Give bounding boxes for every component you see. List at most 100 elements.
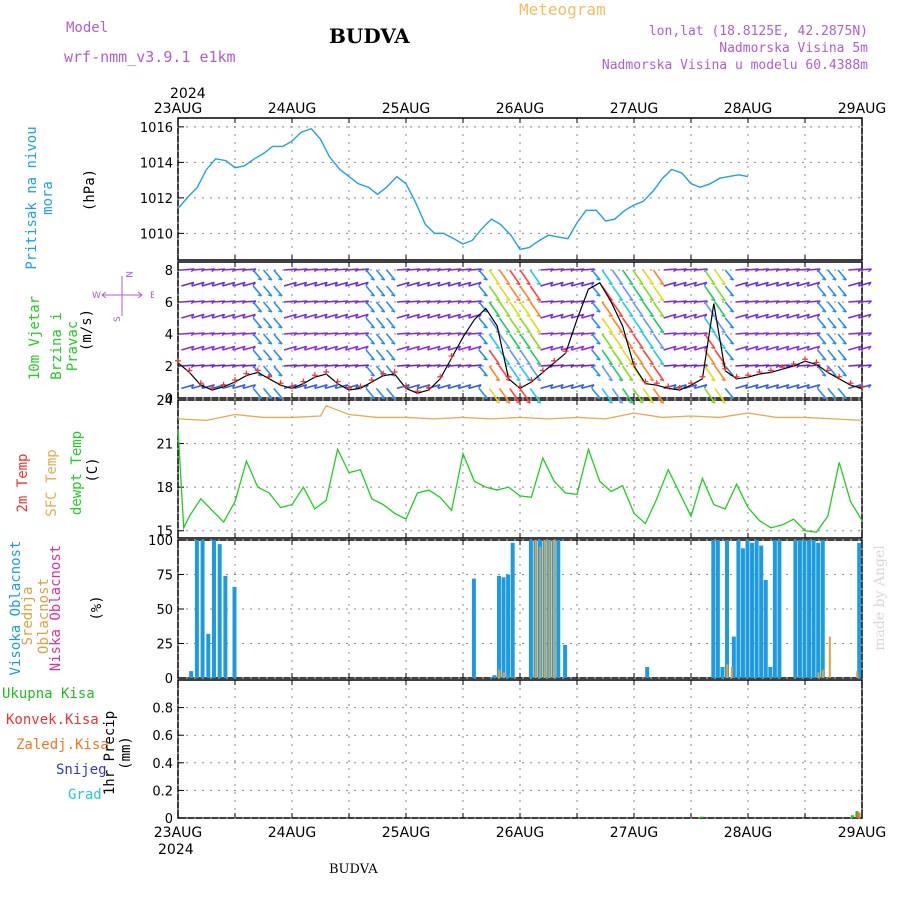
wind-arrowhead: [832, 278, 837, 281]
wind-arrow: [519, 285, 531, 302]
wind-arrowhead: [842, 374, 847, 377]
wind-arrowhead: [649, 314, 654, 318]
wind-arrowhead: [334, 384, 339, 389]
wind-arrow: [755, 345, 769, 351]
wind-arrow: [611, 285, 624, 302]
y-tick-label: 24: [156, 394, 173, 409]
wind-arrowhead: [390, 396, 396, 399]
wind-arrow: [652, 365, 665, 382]
wind-arrowhead: [437, 282, 441, 286]
y-tick-label: 6: [165, 296, 173, 311]
wind-arrow: [807, 281, 820, 287]
wind-arrowhead: [252, 384, 256, 389]
cloud-bar: [763, 580, 768, 678]
cloud-bar: [856, 671, 859, 678]
wind-arrow: [529, 387, 542, 404]
wind-arrow: [776, 384, 790, 390]
y-tick-label: 0.6: [152, 729, 173, 744]
cloud-bar: [802, 540, 807, 678]
wind-arrow: [519, 387, 531, 404]
x-tick-label-top: 27AUG: [610, 101, 659, 117]
wind-arrow: [519, 317, 531, 334]
wind-arrowhead: [536, 282, 541, 286]
wind-arrow: [386, 317, 396, 329]
cloud-bar: [471, 578, 476, 678]
wind-arrow: [529, 349, 542, 366]
wind-arrow: [560, 313, 574, 319]
wind-arrowhead: [693, 282, 698, 286]
wind-arrowhead: [495, 298, 500, 302]
cloud-bar: [772, 540, 777, 678]
wind-arrow: [642, 269, 655, 286]
wind-arrow: [735, 313, 749, 319]
wind-arrow: [694, 332, 708, 335]
wind-arrow: [211, 281, 225, 287]
wind-arrow: [273, 387, 283, 399]
wind-arrowhead: [659, 298, 664, 302]
dewpt-line: [177, 429, 863, 533]
wind-arrow: [211, 345, 225, 351]
wind-arrow: [488, 387, 501, 404]
wind-arrowhead: [211, 346, 215, 350]
wind-arrowhead: [483, 278, 488, 281]
wind-arrow: [571, 281, 585, 287]
wind-arrowhead: [278, 396, 283, 399]
wind-arrowhead: [495, 362, 500, 366]
wind-arrowhead: [355, 346, 359, 350]
wind-arrow: [776, 345, 790, 351]
wind-arrow: [252, 387, 263, 399]
wind-arrow: [262, 317, 273, 329]
wind-arrowhead: [190, 282, 195, 286]
compass-north: N: [123, 271, 133, 278]
wind-arrowhead: [505, 362, 511, 366]
wind-arrowhead: [765, 282, 769, 286]
wind-arrow: [294, 313, 307, 319]
wind-arrow: [652, 301, 665, 318]
wind-arrowhead: [390, 342, 396, 345]
wind-arrowhead: [526, 314, 531, 318]
wind-arrow: [273, 317, 283, 329]
wind-arrow: [724, 269, 735, 281]
wind-arrowhead: [618, 298, 623, 302]
wind-arrowhead: [370, 374, 375, 377]
wind-arrowhead: [628, 378, 634, 382]
wind-arrow: [581, 281, 595, 287]
wind-arrowhead: [618, 362, 623, 366]
wind-arrow: [745, 345, 759, 351]
model-altitude-text: Nadmorska Visina u modelu 60.4388m: [601, 58, 868, 73]
wind-arrowhead: [278, 294, 283, 297]
cloud-bar: [730, 666, 733, 678]
wind-arrow: [581, 384, 595, 390]
wind-arrow: [498, 317, 511, 334]
wind-arrowhead: [659, 314, 664, 318]
wind-arrow: [816, 317, 827, 329]
wind-arrowhead: [380, 342, 385, 345]
wind-arrow: [621, 333, 634, 350]
wind-arrow: [314, 384, 328, 390]
wind-arrowhead: [649, 378, 654, 382]
wind-arrow: [816, 349, 827, 361]
wind-arrowhead: [608, 346, 613, 350]
wind-arrowhead: [257, 294, 262, 297]
wind-arrowhead: [649, 282, 654, 286]
wind-arrowhead: [211, 314, 215, 318]
wind-arrowhead: [267, 278, 273, 281]
y-tick-label: 0: [165, 672, 173, 687]
wind-arrowhead: [313, 346, 318, 350]
wind-arrowhead: [842, 310, 847, 313]
wind-barbs: [181, 268, 872, 404]
wind-arrow: [375, 317, 386, 329]
cloud-bar: [211, 540, 216, 678]
wind-arrowhead: [711, 282, 716, 286]
wind-arrow: [509, 301, 521, 318]
wind-arrowhead: [816, 314, 821, 318]
wind-arrow: [642, 349, 655, 366]
wind-arrow: [478, 333, 488, 345]
wind-arrow: [498, 333, 511, 350]
wind-arrow: [786, 345, 800, 351]
wind-arrow: [786, 281, 800, 287]
wind-arrowhead: [775, 384, 780, 389]
wind-arrowhead: [516, 282, 521, 286]
wind-arrow: [437, 384, 451, 390]
wind-arrow: [417, 384, 431, 390]
